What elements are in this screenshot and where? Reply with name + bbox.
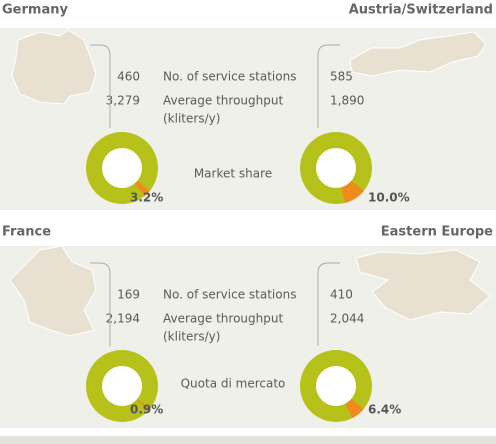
- label: Market share: [194, 167, 272, 181]
- connector: [317, 262, 340, 346]
- map-germany: [11, 29, 97, 105]
- value: 410: [330, 288, 353, 302]
- label: Quota di mercato: [181, 377, 286, 391]
- map-eastern-europe: [355, 249, 491, 321]
- title: Eastern Europe: [381, 225, 493, 240]
- value: 3,279: [106, 94, 140, 108]
- share-label: 6.4%: [368, 403, 401, 417]
- share-label: 0.9%: [130, 403, 163, 417]
- title: Austria/Switzerland: [349, 3, 493, 18]
- donut-hole: [102, 148, 142, 188]
- donut-hole: [102, 366, 142, 406]
- title: Germany: [2, 3, 68, 18]
- share-label: 3.2%: [130, 191, 163, 205]
- value: 169: [117, 288, 140, 302]
- label: Average throughput: [163, 94, 283, 108]
- donut-hole: [316, 148, 356, 188]
- connector: [90, 44, 111, 128]
- footer-strip: [0, 436, 496, 444]
- label: Average throughput: [163, 312, 283, 326]
- value: 460: [117, 70, 140, 84]
- share-label: 10.0%: [368, 191, 410, 205]
- label: No. of service stations: [163, 70, 296, 84]
- map-france: [9, 245, 97, 337]
- map-austria-switzerland: [349, 31, 487, 77]
- label: No. of service stations: [163, 288, 296, 302]
- value: 585: [330, 70, 353, 84]
- title: France: [2, 225, 51, 240]
- value: 1,890: [330, 94, 364, 108]
- label: (kliters/y): [163, 112, 220, 126]
- donut-hole: [316, 366, 356, 406]
- label: (kliters/y): [163, 330, 220, 344]
- connector: [90, 262, 111, 346]
- value: 2,044: [330, 312, 364, 326]
- value: 2,194: [106, 312, 140, 326]
- connector: [317, 44, 340, 128]
